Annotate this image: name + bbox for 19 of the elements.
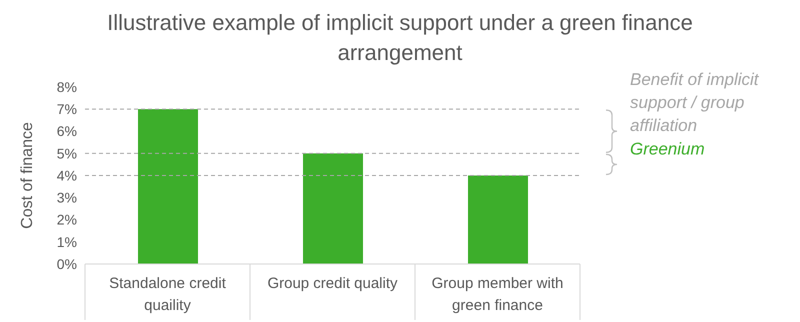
bar — [468, 176, 528, 264]
x-tick-label: Group credit quality — [267, 275, 398, 292]
y-tick-label: 0% — [56, 256, 77, 272]
y-tick-label: 3% — [56, 190, 77, 206]
chart-title: Illustrative example of implicit support under a green finance arrangement — [106, 9, 694, 67]
y-tick-label: 7% — [56, 101, 77, 118]
y-axis-title: Cost of finance — [19, 122, 36, 229]
y-tick-label: 4% — [56, 167, 77, 184]
y-tick-label: 8% — [56, 78, 77, 95]
y-tick-label: 6% — [56, 123, 77, 140]
y-tick-label: 1% — [56, 234, 77, 250]
text: Benefit of implicit support / group affiliation — [630, 70, 760, 136]
text: Greenium — [630, 139, 705, 158]
bar — [138, 109, 198, 264]
x-tick-label: Group member with green finance — [432, 275, 564, 314]
y-tick-label: 2% — [56, 212, 77, 228]
bar — [303, 153, 363, 264]
x-tick-label: Standalone credit quaility — [109, 275, 227, 314]
y-tick-label: 5% — [56, 145, 77, 162]
